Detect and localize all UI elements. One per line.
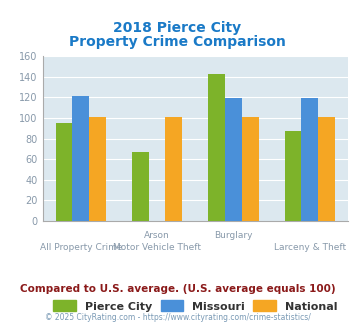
Text: Motor Vehicle Theft: Motor Vehicle Theft — [113, 243, 201, 251]
Text: Arson: Arson — [144, 231, 170, 240]
Text: © 2025 CityRating.com - https://www.cityrating.com/crime-statistics/: © 2025 CityRating.com - https://www.city… — [45, 313, 310, 322]
Bar — [208, 74, 225, 221]
Bar — [285, 131, 301, 221]
Text: Compared to U.S. average. (U.S. average equals 100): Compared to U.S. average. (U.S. average … — [20, 284, 335, 294]
Legend: Pierce City, Missouri, National: Pierce City, Missouri, National — [49, 296, 342, 316]
Bar — [225, 98, 242, 221]
Bar — [301, 98, 318, 221]
Bar — [72, 96, 89, 221]
Text: All Property Crime: All Property Crime — [39, 243, 122, 251]
Bar — [318, 117, 335, 221]
Bar — [132, 152, 149, 221]
Bar — [242, 117, 258, 221]
Bar — [56, 123, 72, 221]
Text: Larceny & Theft: Larceny & Theft — [274, 243, 346, 251]
Bar — [89, 117, 106, 221]
Text: 2018 Pierce City: 2018 Pierce City — [114, 21, 241, 35]
Text: Burglary: Burglary — [214, 231, 253, 240]
Bar — [165, 117, 182, 221]
Text: Property Crime Comparison: Property Crime Comparison — [69, 35, 286, 49]
